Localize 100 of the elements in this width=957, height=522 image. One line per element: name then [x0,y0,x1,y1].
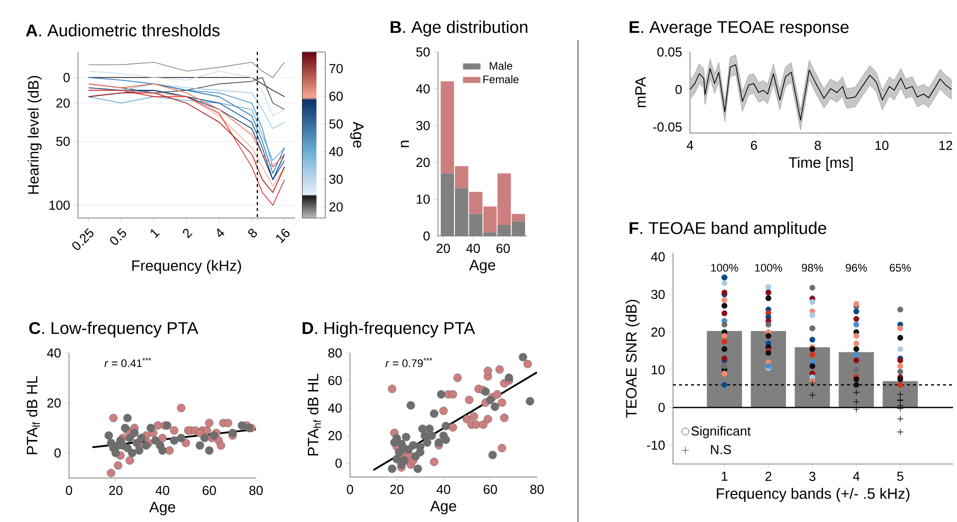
legend-label: Female [483,75,519,84]
chart-title: D. High-frequency PTA [302,322,476,338]
x-tick-label: 5 [897,472,904,481]
x-axis-title: Age [149,502,176,516]
point [196,441,204,450]
chart-title: A. Audiometric thresholds [26,24,220,36]
point [228,428,237,438]
annotation: 96% [846,264,867,272]
y-axis-title: PTA$_{lf}$ dB HL [26,376,40,454]
point [104,431,113,440]
x-tick-label: 1 [722,472,728,481]
point [414,464,422,473]
x-tick-label: 80 [530,484,544,494]
point [120,424,130,432]
y-tick-label: 20 [56,98,70,108]
point [498,398,506,407]
point [126,456,134,465]
y-tick-label: 0 [63,72,70,82]
y-tick-label: 20 [416,158,430,167]
x-tick-label: 0 [346,484,354,494]
point [114,461,122,470]
point [448,423,458,432]
point [484,414,492,424]
point [442,422,450,430]
x-tick-label: 40 [156,486,170,496]
annotation: r = 0.41$^{***}$ [104,358,152,368]
x-tick-label: 60 [484,484,497,494]
y-tick-label: 40 [47,348,61,358]
y-tick-label: 30 [651,290,665,300]
x-tick-label: 20 [436,244,450,253]
annotation: r = 0.79$^{***}$ [386,358,432,368]
point [388,464,396,473]
point [123,414,132,422]
point [132,438,141,448]
bar [838,352,874,408]
point [523,360,532,368]
point [484,366,492,376]
point [436,390,446,399]
y-tick-label: 60 [328,376,342,386]
point [238,421,246,430]
y-tick-label: -0.05 [653,122,682,132]
color-bar-label: 70 [329,64,343,74]
point [128,448,136,458]
x-tick-label: 4 [686,140,694,150]
point [123,444,132,452]
point [470,412,478,421]
x-tick-label: 16 [276,228,290,244]
point [481,387,490,396]
point [518,352,528,362]
annotation: 65% [890,264,911,272]
x-tick-label: 20 [390,484,404,494]
y-tick-label: 100 [50,200,70,210]
x-tick-label: 40 [436,484,450,494]
x-tick-label: 6 [750,140,757,150]
point [392,434,401,443]
point [430,409,438,418]
point [408,441,418,450]
point [112,448,120,458]
y-tick-label: 40 [416,84,430,94]
annotation: 98% [802,264,823,272]
y-tick-label: 0.05 [657,47,682,57]
point [165,446,174,455]
point [490,402,500,411]
point [137,434,146,442]
point [402,432,410,442]
point [453,374,462,382]
point [205,418,214,428]
y-tick-label: 0 [675,84,682,94]
x-tick-label: 1 [150,229,160,238]
point [158,434,167,442]
point [388,384,396,394]
point [434,438,444,447]
y-tick-label: 40 [328,404,342,413]
point [448,390,458,399]
x-tick-label: 0.5 [110,228,126,245]
point [472,420,480,429]
legend-label: N.S [711,444,732,454]
annotation: 100% [711,264,738,272]
point [504,374,514,382]
x-tick-label: 8 [248,228,257,238]
point [442,436,450,444]
point [493,390,502,399]
x-tick-label: 2 [765,472,772,481]
bar [706,330,742,408]
point [170,436,178,445]
x-tick-label: 40 [466,244,480,253]
point [142,441,150,450]
point [158,446,167,455]
y-tick-label: 10 [416,194,430,204]
point [422,438,432,447]
point [425,424,434,433]
y-axis-title: n [400,140,409,148]
y-tick-label: 80 [328,348,342,358]
y-tick-label: -10 [647,440,665,450]
y-tick-label: 20 [328,431,342,440]
x-tick-label: 4 [852,472,860,481]
point [500,414,508,422]
x-tick-label: 60 [496,244,510,253]
point [106,468,116,478]
point [182,438,190,448]
